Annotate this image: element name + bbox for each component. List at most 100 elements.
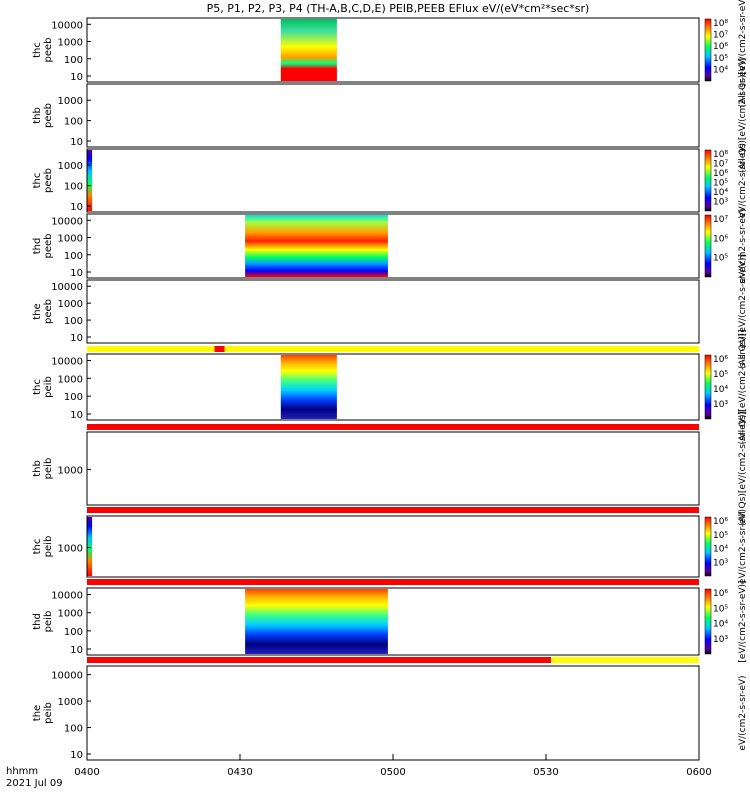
status-bar-segment xyxy=(551,657,699,663)
y-tick-label: 10000 xyxy=(51,356,83,367)
y-axis-label: thbpeeb xyxy=(32,103,54,128)
panel-frame xyxy=(86,279,700,344)
colorbar-unit-label: (All Qs)[eV/(cm2-s-sr-eV)] xyxy=(738,330,748,445)
time-axis: 0400 0430 0500 0530 0600 xyxy=(74,754,712,778)
colorbar-tick-label: 10⁵ xyxy=(713,370,728,380)
x-tick-label: 0500 xyxy=(380,767,405,778)
y-tick-label: 100 xyxy=(64,316,83,327)
y-tick-label: 100 xyxy=(64,251,83,262)
colorbar-tick-label: 10⁶ xyxy=(713,42,728,52)
colorbar-tick-label: 10⁷ xyxy=(713,160,728,170)
y-tick-label: 10 xyxy=(70,268,83,279)
spectrogram-block-thd-peib xyxy=(245,589,388,654)
y-tick-label: 10 xyxy=(70,137,83,148)
y-axis-label: thcpeib xyxy=(32,376,54,398)
x-tick-label: 0530 xyxy=(533,767,558,778)
status-bar-segment xyxy=(87,657,552,663)
colorbar xyxy=(704,516,712,577)
status-bar-segment xyxy=(214,346,225,352)
colorbar-tick-label: 10⁵ xyxy=(713,54,728,64)
colorbar-tick-label: 10⁸ xyxy=(713,150,728,160)
colorbar-tick-label: 10⁸ xyxy=(713,19,728,29)
colorbar-tick-label: 10⁴ xyxy=(713,385,728,395)
panel-thb-peib: 1000 thbpeib (All Qs)[eV/(cm2-s-sr-eV)] xyxy=(32,411,748,526)
y-axis-label: thcpeib xyxy=(32,536,54,558)
colorbar-tick-label: 10³ xyxy=(713,400,728,410)
y-tick-label: 10000 xyxy=(51,671,83,682)
time-format-label: hhmm xyxy=(6,766,38,777)
status-bars xyxy=(87,346,699,663)
panel-frame xyxy=(86,353,700,421)
colorbar-tick-label: 10⁴ xyxy=(713,620,728,630)
x-tick-label: 0400 xyxy=(74,767,99,778)
y-axis-label: thdpeeb xyxy=(32,234,54,259)
panel-thc-peib-2: 1000 thcpeib 10⁶ 10⁵ 10⁴ 10³ eV/(cm2-s-sr-eV) xyxy=(32,509,748,584)
status-bar-segment xyxy=(87,507,699,513)
y-tick-label: 10 xyxy=(70,645,83,656)
colorbar xyxy=(704,354,712,420)
y-tick-label: 10 xyxy=(70,202,83,213)
panel-frame xyxy=(86,83,700,148)
y-tick-label: 1000 xyxy=(58,609,83,620)
panel-frame xyxy=(86,431,700,506)
colorbar-unit-label: (All Qs)[eV/(cm2-s-sr-eV)] xyxy=(738,411,748,526)
y-tick-label: 10000 xyxy=(51,20,83,31)
y-tick-label: 1000 xyxy=(58,234,83,245)
colorbar-unit-label: (All Qs)[eV/(cm2-s-sr-eV)] xyxy=(738,58,748,173)
colorbar-tick-label: 10⁷ xyxy=(713,31,728,41)
status-bar-segment xyxy=(87,579,699,585)
y-tick-label: 10 xyxy=(70,333,83,344)
colorbar-unit-label: eV/(cm2-s-sr-eV) xyxy=(738,143,748,218)
colorbar-tick-label: 10⁶ xyxy=(713,517,728,527)
spectrogram-block-thc-peib-2 xyxy=(87,517,93,576)
colorbar-tick-label: 10⁵ xyxy=(713,254,728,264)
y-axis-label: thdpeib xyxy=(32,611,54,633)
y-tick-label: 10 xyxy=(70,750,83,761)
panel-the-peeb: 10000 1000 100 10 thepeeb (All Qs)[eV/(cm2-s-… xyxy=(32,254,748,369)
colorbar-unit-label: (All Qs)[eV/(cm2-s-sr-eV)] xyxy=(738,254,748,369)
y-axis-label: thepeib xyxy=(32,702,54,724)
y-tick-label: 100 xyxy=(64,117,83,128)
colorbar-unit-label: eV/(cm2-s-sr-eV) xyxy=(738,208,748,283)
figure-title: P5, P1, P2, P3, P4 (TH-A,B,C,D,E) PEIB,P… xyxy=(207,2,590,15)
y-tick-label: 10000 xyxy=(51,591,83,602)
x-tick-label: 0600 xyxy=(686,767,711,778)
colorbar xyxy=(704,588,712,655)
y-tick-label: 1000 xyxy=(58,466,83,477)
colorbar-tick-label: 10⁴ xyxy=(713,65,728,75)
colorbar-unit-label: eV/(cm2-s-sr-eV) xyxy=(738,675,748,750)
spectrogram-block-thc-peeb xyxy=(280,19,337,81)
panel-thb-peeb: 1000 100 10 thbpeeb (All Qs)[eV/(cm2-s-sr-eV… xyxy=(32,58,748,173)
y-tick-label: 10 xyxy=(70,410,83,421)
colorbar-tick-label: 10⁶ xyxy=(713,169,728,179)
colorbar xyxy=(704,18,712,82)
colorbar-tick-label: 10⁶ xyxy=(713,355,728,365)
colorbar-tick-label: 10⁶ xyxy=(713,589,728,599)
y-tick-label: 100 xyxy=(64,55,83,66)
y-tick-label: 1000 xyxy=(58,544,83,555)
colorbar-unit-label: eV/(cm2-s-sr-eV) xyxy=(738,509,748,584)
colorbar-tick-label: 10⁷ xyxy=(713,215,728,225)
colorbar-unit-label: (All Qs)[eV/(cm2-s-sr-eV)] xyxy=(738,0,748,107)
y-tick-label: 100 xyxy=(64,724,83,735)
colorbar-tick-label: 10⁵ xyxy=(713,531,728,541)
colorbar-tick-label: 10⁴ xyxy=(713,545,728,555)
panel-frame xyxy=(86,148,700,213)
y-tick-label: 1000 xyxy=(58,697,83,708)
panel-thd-peeb: 10000 1000 100 10 thdpeeb 10⁷ 10⁶ 10⁵ eV/(cm2-s-… xyxy=(32,208,748,283)
status-bar-segment xyxy=(87,346,215,352)
date-label: 2021 Jul 09 xyxy=(6,778,63,789)
y-tick-label: 1000 xyxy=(58,299,83,310)
spectrogram-block-thc-peeb-2 xyxy=(87,150,93,211)
y-axis-label: thcpeeb xyxy=(32,38,54,63)
y-tick-label: 10 xyxy=(70,72,83,83)
panel-frame xyxy=(86,587,700,656)
spectrogram-block-thc-peib xyxy=(280,355,337,419)
panel-thd-peib: 10000 1000 100 10 thdpeib 10⁶ 10⁵ 10⁴ 10³ [eV/(cm… xyxy=(32,580,748,662)
spectrogram-block-thd-peeb xyxy=(245,215,388,277)
y-tick-label: 1000 xyxy=(58,96,83,107)
x-tick-label: 0430 xyxy=(227,767,252,778)
